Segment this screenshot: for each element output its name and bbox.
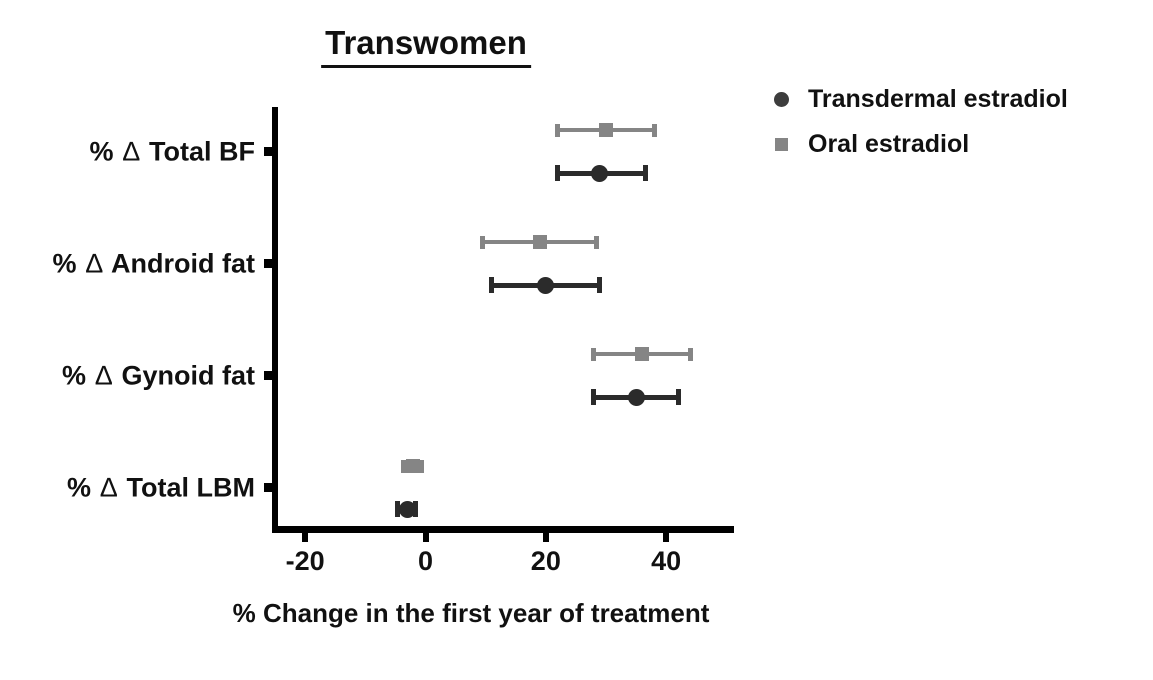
error-bar-cap-left bbox=[591, 389, 597, 405]
category-label: % ∆ Total BF bbox=[89, 136, 255, 166]
legend: Transdermal estradiol Oral estradiol bbox=[770, 84, 1068, 174]
x-axis-tick bbox=[663, 533, 670, 542]
y-axis-tick bbox=[264, 483, 272, 492]
category-label: % ∆ Android fat bbox=[52, 248, 255, 278]
x-axis-tick bbox=[302, 533, 309, 542]
legend-square-icon bbox=[774, 137, 788, 151]
marker-square bbox=[599, 123, 613, 137]
marker-circle bbox=[398, 500, 416, 518]
error-bar-cap-right bbox=[651, 123, 657, 137]
x-tick-label: 40 bbox=[651, 546, 682, 576]
x-tick-label: -20 bbox=[285, 546, 325, 576]
error-bar-cap-left bbox=[394, 501, 400, 517]
x-axis bbox=[272, 526, 734, 533]
error-bar-cap-left bbox=[400, 459, 406, 473]
marker-circle bbox=[537, 276, 555, 294]
error-bar-cap-right bbox=[419, 459, 425, 473]
error-bar-cap-right bbox=[675, 389, 681, 405]
error-bar-cap-left bbox=[591, 347, 597, 361]
y-axis-tick bbox=[264, 259, 272, 268]
legend-circle-icon bbox=[773, 91, 789, 107]
error-bar-cap-left bbox=[489, 277, 495, 293]
y-axis-tick bbox=[264, 147, 272, 156]
x-axis-tick bbox=[422, 533, 429, 542]
error-bar-cap-left bbox=[555, 165, 561, 181]
category-label: % ∆ Gynoid fat bbox=[61, 360, 255, 390]
error-bar-cap-right bbox=[642, 165, 648, 181]
error-bar-cap-right bbox=[594, 235, 600, 249]
x-tick-label: 0 bbox=[417, 546, 434, 576]
marker-circle bbox=[627, 388, 645, 406]
error-bar-cap-right bbox=[687, 347, 693, 361]
marker-square bbox=[532, 235, 547, 249]
legend-label: Transdermal estradiol bbox=[808, 84, 1068, 113]
marker-square bbox=[406, 459, 421, 473]
legend-item: Oral estradiol bbox=[770, 129, 1068, 159]
x-tick-label: 20 bbox=[530, 546, 561, 576]
error-bar-cap-left bbox=[480, 235, 486, 249]
y-axis bbox=[272, 107, 278, 533]
category-label: % ∆ Total LBM bbox=[66, 472, 255, 502]
legend-marker-box bbox=[770, 137, 792, 151]
x-axis-title: % Change in the first year of treatment bbox=[232, 598, 710, 628]
error-bar-cap-left bbox=[555, 123, 561, 137]
x-axis-tick bbox=[542, 533, 549, 542]
error-bar-cap-right bbox=[597, 277, 603, 293]
legend-marker-box bbox=[770, 91, 792, 107]
legend-label: Oral estradiol bbox=[808, 129, 970, 158]
y-axis-tick bbox=[264, 371, 272, 380]
chart-title: Transwomen bbox=[321, 24, 531, 68]
marker-circle bbox=[591, 164, 609, 182]
legend-item: Transdermal estradiol bbox=[770, 84, 1068, 114]
marker-square bbox=[635, 347, 650, 361]
